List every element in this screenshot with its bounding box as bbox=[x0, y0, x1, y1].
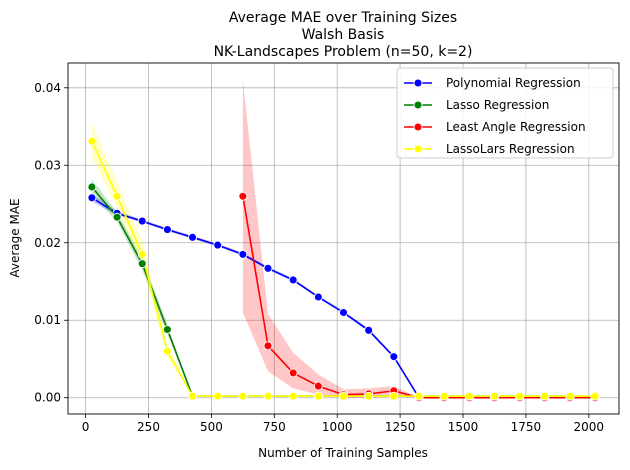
data-point-3 bbox=[112, 191, 122, 201]
legend-frame bbox=[396, 67, 614, 159]
series-line-3 bbox=[91, 140, 596, 398]
x-tick-label: 1250 bbox=[385, 420, 416, 434]
data-point-3 bbox=[540, 391, 550, 401]
data-point-0 bbox=[188, 232, 197, 242]
legend: Polynomial Regression Lasso Regression Lea… bbox=[396, 67, 614, 159]
y-axis-ticks: 0.00 0.01 0.02 0.03 0.04 bbox=[34, 81, 68, 405]
data-point-3 bbox=[339, 391, 348, 401]
data-point-2 bbox=[288, 368, 298, 378]
plot-area-frame bbox=[67, 62, 620, 415]
series-line-1 bbox=[91, 186, 596, 398]
x-tick-label: 250 bbox=[137, 420, 160, 434]
x-tick-label: 2000 bbox=[574, 420, 605, 434]
legend-swatch-marker bbox=[413, 78, 423, 88]
data-point-3 bbox=[263, 391, 273, 401]
data-point-1 bbox=[112, 212, 122, 222]
data-point-3 bbox=[439, 391, 449, 401]
legend-label: LassoLars Regression bbox=[446, 142, 575, 156]
data-point-3 bbox=[213, 391, 223, 401]
data-point-3 bbox=[137, 249, 147, 259]
y-tick-label: 0.01 bbox=[34, 313, 61, 327]
data-point-1 bbox=[137, 259, 147, 269]
data-point-2 bbox=[238, 191, 248, 201]
data-point-3 bbox=[389, 391, 399, 401]
data-point-0 bbox=[162, 225, 172, 235]
data-point-0 bbox=[389, 352, 399, 362]
data-point-3 bbox=[464, 391, 474, 401]
x-axis-ticks: 0 250 500 750 1000 1250 1500 1750 2000 bbox=[82, 414, 604, 434]
x-tick-label: 750 bbox=[263, 420, 286, 434]
y-axis-label: Average MAE bbox=[8, 198, 22, 277]
data-point-0 bbox=[263, 263, 273, 273]
data-point-3 bbox=[590, 391, 600, 401]
confidence-band-0 bbox=[91, 193, 596, 398]
data-point-3 bbox=[565, 391, 575, 401]
data-point-3 bbox=[87, 136, 97, 146]
y-tick-label: 0.02 bbox=[34, 236, 61, 250]
data-point-3 bbox=[238, 391, 248, 401]
y-tick-label: 0.03 bbox=[34, 158, 61, 172]
data-point-3 bbox=[313, 391, 323, 401]
data-point-0 bbox=[288, 275, 298, 285]
x-axis-label: Number of Training Samples bbox=[258, 446, 428, 460]
legend-swatch-marker bbox=[413, 100, 423, 110]
confidence-band-1 bbox=[91, 179, 596, 397]
chart-title-line-2: Walsh Basis bbox=[302, 27, 385, 43]
legend-label: Least Angle Regression bbox=[446, 120, 586, 134]
legend-label: Polynomial Regression bbox=[446, 76, 581, 90]
data-point-3 bbox=[162, 346, 172, 356]
data-point-0 bbox=[313, 292, 323, 302]
chart-title-line-1: Average MAE over Training Sizes bbox=[229, 10, 457, 26]
data-point-2 bbox=[313, 381, 323, 391]
data-point-2 bbox=[263, 341, 273, 351]
legend-label: Lasso Regression bbox=[446, 98, 549, 112]
series-markers bbox=[87, 136, 600, 403]
data-point-3 bbox=[364, 391, 374, 401]
data-point-0 bbox=[238, 249, 248, 259]
x-tick-label: 1750 bbox=[511, 420, 542, 434]
x-tick-label: 0 bbox=[82, 420, 90, 434]
data-point-0 bbox=[87, 193, 97, 203]
y-tick-label: 0.04 bbox=[34, 81, 61, 95]
chart-title: Average MAE over Training Sizes Walsh Ba… bbox=[214, 10, 473, 60]
x-tick-label: 500 bbox=[200, 420, 223, 434]
data-point-0 bbox=[339, 308, 348, 317]
x-tick-label: 1500 bbox=[448, 420, 479, 434]
data-point-0 bbox=[213, 240, 223, 250]
data-point-1 bbox=[87, 182, 97, 192]
data-point-3 bbox=[188, 391, 197, 401]
legend-swatch-marker bbox=[413, 144, 423, 154]
data-point-3 bbox=[288, 391, 298, 401]
data-point-3 bbox=[414, 391, 424, 401]
data-point-3 bbox=[490, 391, 499, 401]
y-tick-label: 0.00 bbox=[34, 391, 61, 405]
legend-swatch-marker bbox=[413, 122, 423, 132]
x-tick-label: 1000 bbox=[322, 420, 353, 434]
chart-title-line-3: NK-Landscapes Problem (n=50, k=2) bbox=[214, 44, 473, 60]
confidence-band-2 bbox=[242, 80, 596, 398]
data-point-1 bbox=[162, 325, 172, 334]
data-point-0 bbox=[364, 325, 374, 335]
series-lines bbox=[91, 140, 596, 399]
data-point-3 bbox=[515, 391, 525, 401]
data-point-0 bbox=[137, 216, 147, 226]
